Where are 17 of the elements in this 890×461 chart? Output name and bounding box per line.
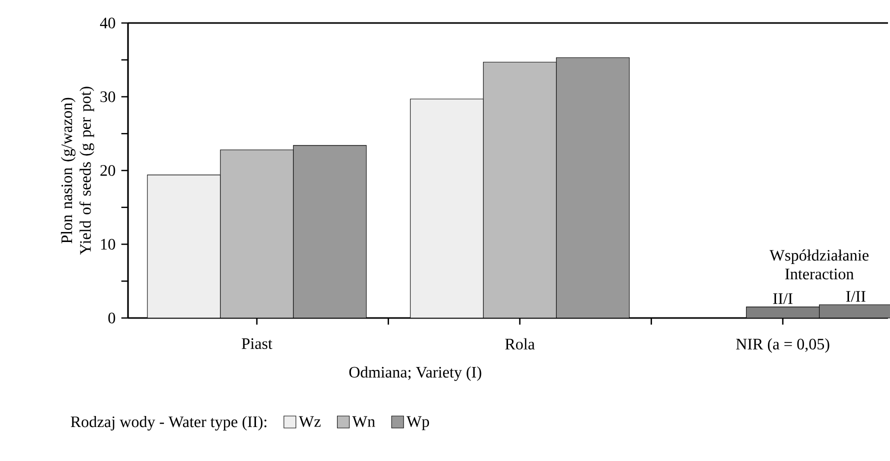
series-label: II/I — [773, 293, 792, 304]
y-tick-label: 10 — [101, 238, 116, 250]
y-tick-label: 20 — [100, 165, 116, 176]
x-tick-label: Piast — [242, 338, 272, 349]
legend-label: Wn — [352, 416, 376, 427]
legend-label: Wz — [298, 416, 321, 427]
y-axis-title: Plon nasion (g/wazon) Yield of seeds (g per pot) — [60, 86, 94, 255]
series-label: I/II — [846, 291, 866, 302]
y-tick-label: 30 — [100, 91, 116, 102]
legend-label: Wp — [406, 416, 430, 430]
y-tick-label: 40 — [100, 18, 116, 28]
x-tick-label: Rola — [505, 338, 535, 350]
legend-title: Rodzaj wody - Water type (II): — [70, 416, 266, 431]
annotation: Współdziałanie Interaction — [770, 249, 869, 280]
x-axis-title: Odmiana; Variety (I) — [349, 366, 482, 381]
y-tick-label: 0 — [108, 312, 116, 324]
x-tick-label: NIR (a = 0,05) — [736, 338, 830, 353]
